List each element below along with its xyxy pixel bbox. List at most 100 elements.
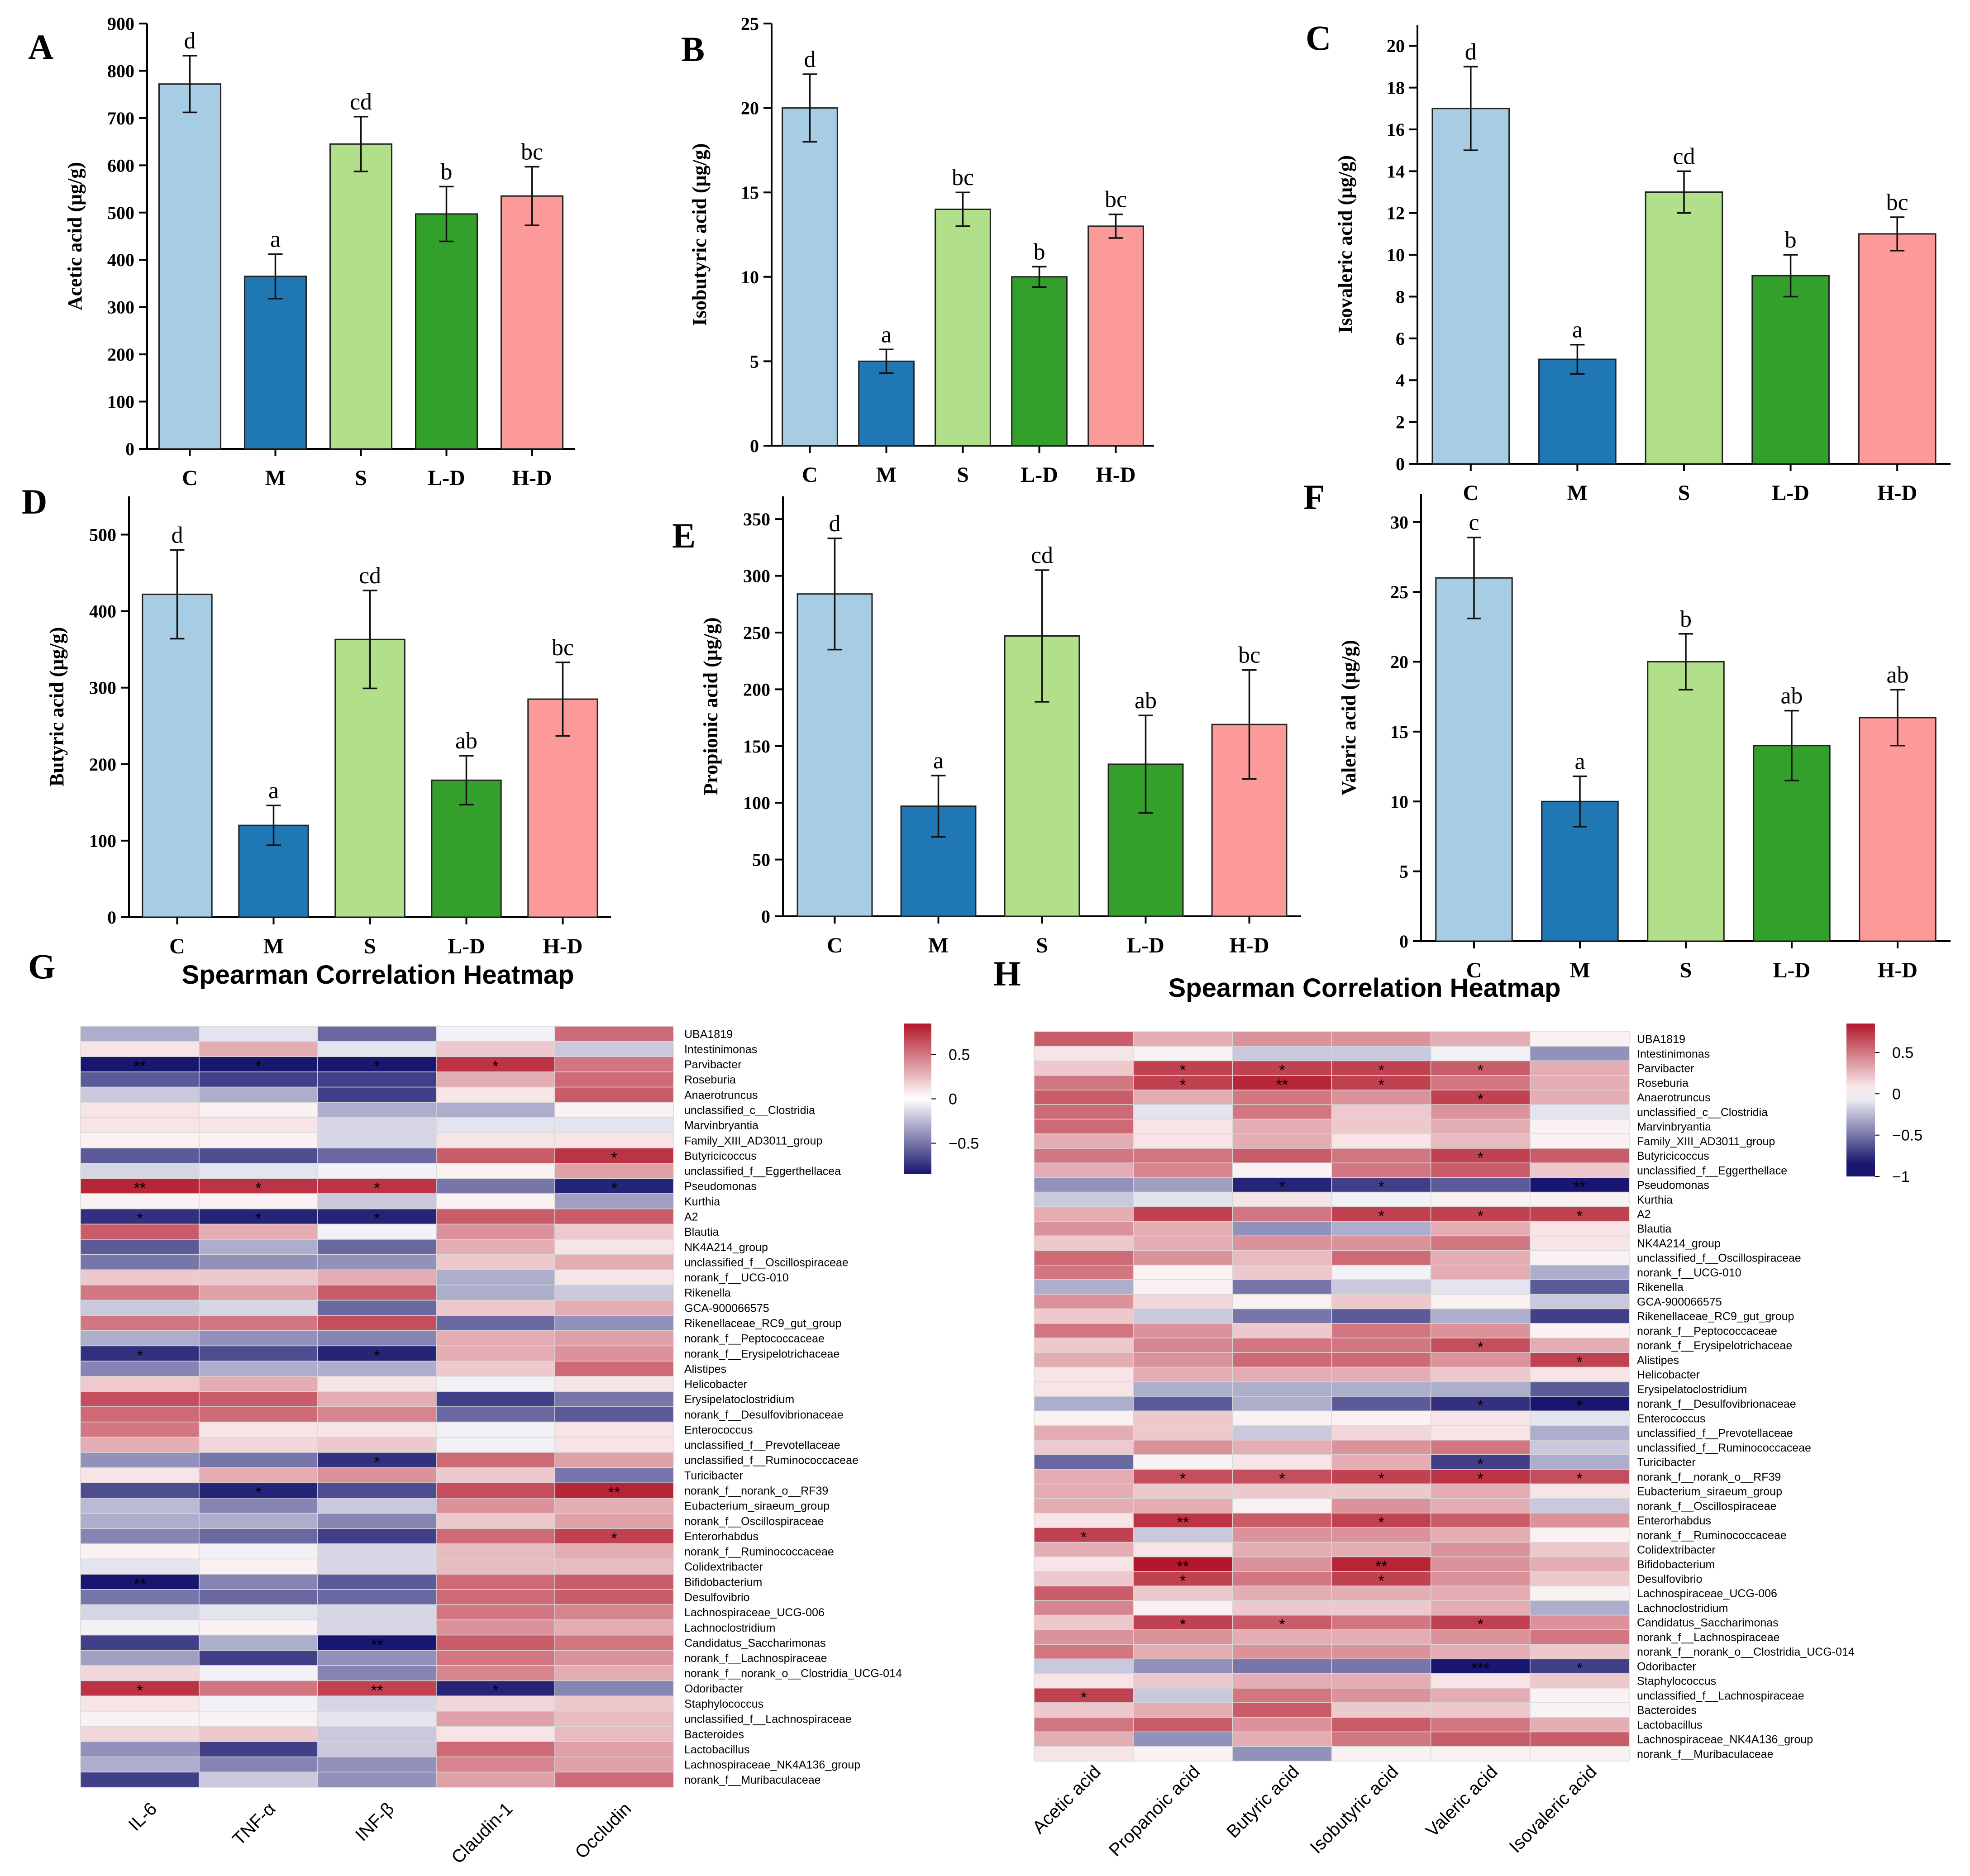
x-tick-label: L-D (1773, 958, 1811, 982)
heatmap-cell (436, 1300, 555, 1316)
heatmap-cell (1232, 1133, 1332, 1149)
heatmap-cell (199, 1345, 318, 1362)
heatmap-cell (199, 1452, 318, 1468)
heatmap-cell (1232, 1513, 1332, 1528)
row-label: Kurthia (1637, 1194, 1673, 1206)
row-label: Butyricicoccus (684, 1150, 757, 1162)
heatmap-cell (317, 1543, 437, 1560)
y-tick-label: 100 (107, 392, 134, 412)
row-label: norank_f__UCG-010 (1637, 1267, 1741, 1279)
significance-star: * (1180, 1572, 1186, 1590)
heatmap-cell (317, 1421, 437, 1438)
significance-star: * (1577, 1470, 1583, 1487)
y-tick-label: 100 (89, 831, 116, 851)
heatmap-cell (1331, 1731, 1431, 1747)
heatmap-cell (199, 1756, 318, 1773)
row-label: Lachnospiraceae_UCG-006 (684, 1606, 825, 1619)
x-tick-label: S (1678, 481, 1690, 505)
heatmap-cell (1331, 1046, 1431, 1062)
heatmap-cell (554, 1086, 674, 1103)
bar-chart-b: 0 5 10 15 20 25 Isobutyric acid (μg/g) d Ca Mbc Sb… (681, 14, 1154, 487)
heatmap-cell (80, 1148, 200, 1164)
heatmap-cell (1430, 1381, 1531, 1397)
significance-star: * (374, 1347, 380, 1364)
row-label: Colidextribacter (684, 1561, 763, 1573)
significance-star: * (1478, 1091, 1483, 1108)
heatmap-cell (1034, 1279, 1134, 1295)
heatmap-cell (1232, 1294, 1332, 1309)
heatmap-cell (1331, 1191, 1431, 1207)
y-tick-label: 300 (107, 297, 134, 318)
heatmap-cell (1034, 1410, 1134, 1426)
heatmap-cell (436, 1604, 555, 1620)
row-label: Bacteroides (1637, 1704, 1697, 1717)
heatmap-cell (1530, 1046, 1630, 1062)
heatmap-cell (1133, 1454, 1233, 1470)
column-label: Acetic acid (1029, 1762, 1105, 1838)
heatmap-cell (1034, 1556, 1134, 1572)
column-label: Isobutyric acid (1307, 1762, 1402, 1857)
heatmap-cell (1232, 1279, 1332, 1295)
bar-a-c (158, 83, 222, 450)
y-tick-label: 500 (89, 525, 116, 545)
y-tick-label: 10 (1390, 791, 1408, 812)
heatmap-cell (1034, 1075, 1134, 1090)
row-label: norank_f__norank_o__RF39 (1637, 1471, 1781, 1483)
heatmap-cell (317, 1208, 437, 1225)
heatmap-cell (1034, 1338, 1134, 1353)
x-tick-label: M (1567, 481, 1588, 505)
heatmap-cell (1331, 1746, 1431, 1762)
row-label: unclassified_f__Lachnospiraceae (1637, 1690, 1804, 1702)
bar-chart-a: 0 100 200 300 400 500 600 700 800 900 Acetic acid … (28, 14, 575, 490)
heatmap-cell (1331, 1586, 1431, 1601)
bar-b-m (858, 360, 915, 447)
heatmap-cell (554, 1589, 674, 1605)
heatmap-cell (1232, 1673, 1332, 1689)
heatmap-cell (1530, 1381, 1630, 1397)
row-label: Turicibacter (1637, 1456, 1696, 1469)
panel-label-f: F (1303, 477, 1325, 517)
significance-star: * (137, 1210, 143, 1228)
heatmap-cell (1034, 1483, 1134, 1499)
significance-star: * (1378, 1470, 1384, 1487)
significance-star: * (1279, 1470, 1285, 1487)
heatmap-cell (1530, 1265, 1630, 1280)
heatmap-cell (1530, 1644, 1630, 1660)
heatmap-cell (1133, 1148, 1233, 1163)
heatmap-cell (80, 1239, 200, 1255)
heatmap-cell (80, 1269, 200, 1286)
heatmap-cell (554, 1756, 674, 1773)
heatmap-cell (554, 1148, 674, 1164)
heatmap-cell (436, 1285, 555, 1301)
heatmap-cell (1430, 1367, 1531, 1382)
heatmap-cell (1530, 1454, 1630, 1470)
heatmap-cell (1430, 1731, 1531, 1747)
heatmap-cell (80, 1086, 200, 1103)
heatmap-cell (436, 1056, 555, 1072)
significance-star: * (1378, 1062, 1384, 1079)
heatmap-cell (80, 1528, 200, 1544)
x-tick-label: S (364, 934, 376, 958)
heatmap-cell (317, 1650, 437, 1666)
column-label: INF-β (352, 1799, 398, 1845)
significance-star: * (1081, 1689, 1087, 1706)
heatmap-cell (554, 1239, 674, 1255)
heatmap-cell (317, 1513, 437, 1529)
heatmap-cell (436, 1148, 555, 1164)
heatmap-cell (1133, 1381, 1233, 1397)
heatmap-cell (199, 1695, 318, 1712)
significance-star: * (374, 1058, 380, 1075)
row-label: Turicibacter (684, 1469, 743, 1482)
heatmap-cell (1034, 1265, 1134, 1280)
bar-chart-d: 0 100 200 300 400 500 Butyric acid (μg/g) d Ca Mc… (22, 482, 611, 958)
y-axis-label: Valeric acid (μg/g) (1338, 640, 1360, 795)
significance-star: * (611, 1530, 617, 1547)
heatmap-cell (1232, 1367, 1332, 1382)
row-label: norank_f__UCG-010 (684, 1271, 789, 1284)
row-label: Parvibacter (684, 1058, 741, 1071)
bar-chart-e: 0 50 100 150 200 250 300 350 Propionic acid (μg/… (672, 496, 1301, 957)
bar-c-l-d (1751, 275, 1830, 465)
heatmap-cell (1034, 1090, 1134, 1105)
heatmap-cell (80, 1178, 200, 1194)
